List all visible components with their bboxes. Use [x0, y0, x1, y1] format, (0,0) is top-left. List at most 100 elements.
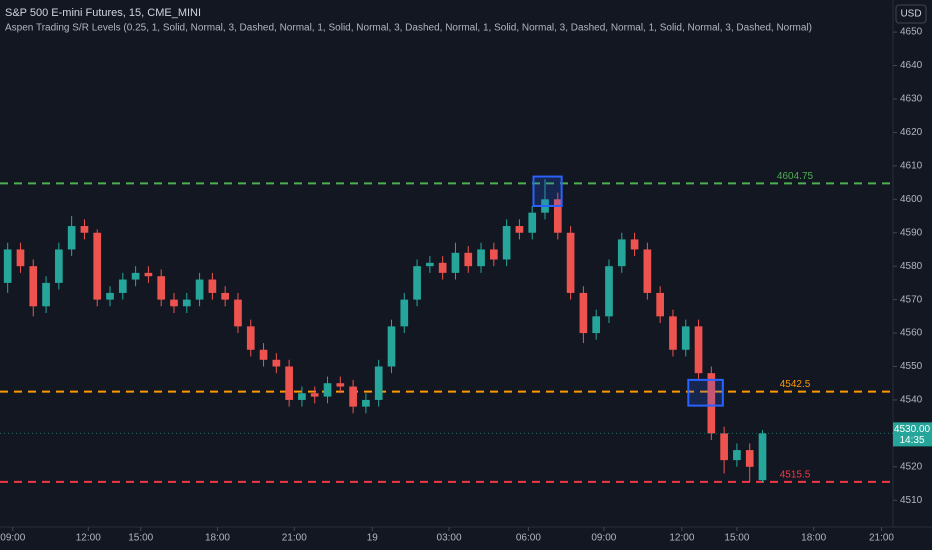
candle-body — [477, 249, 485, 267]
countdown: 14:35 — [899, 435, 924, 446]
candle-body — [592, 316, 601, 334]
y-tick-label: 4550 — [900, 361, 923, 372]
candle-body — [118, 279, 127, 293]
candle-body — [131, 272, 140, 280]
candle-body — [681, 326, 690, 350]
sr-zone — [687, 378, 724, 407]
candle-body — [515, 226, 524, 233]
candle-body — [605, 266, 613, 317]
y-tick-label: 4540 — [900, 395, 923, 406]
candle-body — [553, 199, 562, 233]
x-tick-label: 21:00 — [869, 533, 894, 544]
candle-body — [208, 279, 217, 293]
chart-title: S&P 500 E-mini Futures, 15, CME_MINI — [5, 7, 201, 19]
candle-body — [400, 299, 409, 327]
y-tick-label: 4580 — [900, 261, 923, 272]
candle-body — [362, 399, 370, 407]
y-tick-label: 4630 — [900, 94, 923, 105]
x-tick-label: 18:00 — [205, 533, 230, 544]
candle-body — [733, 450, 741, 461]
candle-body — [3, 249, 12, 283]
sr-level-label: 4515.5 — [780, 469, 811, 480]
candle-body — [16, 249, 25, 267]
x-tick-label: 09:00 — [0, 533, 25, 544]
candle-body — [272, 359, 281, 367]
sr-zone — [532, 175, 563, 207]
candle-body — [285, 366, 293, 400]
x-tick-label: 15:00 — [724, 533, 749, 544]
x-tick-label: 09:00 — [591, 533, 616, 544]
x-tick-label: 19 — [367, 533, 379, 544]
candle-body — [336, 383, 345, 387]
candle-body — [566, 232, 575, 293]
y-tick-label: 4590 — [900, 227, 923, 238]
y-tick-label: 4600 — [900, 194, 923, 205]
candle-body — [170, 299, 178, 307]
candle-body — [617, 239, 626, 267]
y-tick-label: 4640 — [900, 60, 923, 71]
y-tick-label: 4610 — [900, 160, 923, 171]
candle-body — [758, 433, 767, 481]
sr-level-label: 4604.75 — [777, 171, 814, 182]
candle-body — [451, 252, 460, 273]
candle-body — [259, 349, 268, 360]
candle-body — [528, 212, 537, 233]
candle-body — [694, 326, 703, 374]
candle-body — [349, 386, 357, 407]
candle-body — [656, 292, 664, 317]
x-tick-label: 03:00 — [437, 533, 462, 544]
candle-body — [374, 366, 383, 400]
x-tick-label: 21:00 — [282, 533, 307, 544]
y-tick-label: 4650 — [900, 27, 923, 38]
candle-body — [745, 450, 754, 467]
currency-box — [895, 4, 927, 24]
candle-body — [323, 383, 332, 397]
candle-body — [55, 249, 63, 283]
last-price-box — [893, 422, 932, 447]
candle-body — [221, 292, 230, 300]
candle-body — [80, 226, 89, 233]
candle-body — [720, 433, 728, 461]
candle-body — [195, 279, 204, 300]
y-tick-label: 4510 — [900, 495, 923, 506]
candle-body — [669, 316, 677, 350]
x-tick-label: 12:00 — [76, 533, 101, 544]
y-tick-label: 4560 — [900, 328, 923, 339]
candle-body — [413, 266, 421, 300]
candle-body — [298, 393, 306, 400]
sr-level-label: 4542.5 — [780, 379, 811, 390]
candle-body — [387, 326, 396, 367]
y-tick-label: 4620 — [900, 127, 923, 138]
candle-body — [93, 232, 102, 300]
candle-body — [29, 266, 38, 307]
candle-body — [310, 393, 319, 397]
indicator-label: Aspen Trading S/R Levels (0.25, 1, Solid… — [5, 23, 812, 34]
y-tick-label: 4520 — [900, 461, 923, 472]
candle-body — [438, 262, 447, 273]
candle-body — [502, 226, 511, 260]
candle-body — [707, 373, 716, 434]
candle-body — [464, 252, 473, 267]
candle-body — [630, 239, 639, 250]
candle-body — [234, 299, 242, 327]
candle-body — [246, 326, 255, 350]
candle-body — [67, 226, 76, 250]
x-tick-label: 15:00 — [128, 533, 153, 544]
candle-body — [157, 276, 166, 300]
x-tick-label: 06:00 — [516, 533, 541, 544]
x-tick-label: 12:00 — [669, 533, 694, 544]
candle-body — [42, 282, 50, 307]
candle-body — [182, 299, 191, 307]
candle-body — [579, 292, 588, 334]
currency: USD — [900, 9, 921, 20]
candle-body — [643, 249, 652, 293]
candle-body — [426, 262, 434, 267]
candle-body — [106, 292, 114, 300]
last-price-label: 4530.00 — [894, 424, 931, 435]
candle-body — [144, 272, 153, 277]
x-tick-label: 18:00 — [801, 533, 826, 544]
y-tick-label: 4570 — [900, 294, 923, 305]
candle-body — [489, 249, 498, 260]
